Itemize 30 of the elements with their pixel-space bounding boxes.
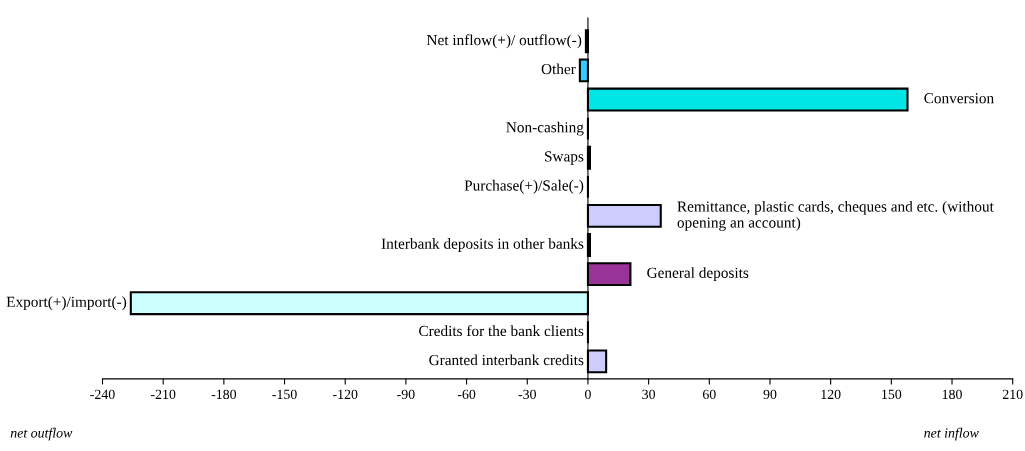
x-tick-label: 150 (882, 389, 902, 400)
x-tick-label: 60 (702, 389, 716, 400)
x-tick-label: -120 (333, 389, 358, 400)
x-tick-label: 90 (763, 389, 777, 400)
y-tick-label: General deposits (647, 267, 749, 282)
x-tick-label: -180 (211, 389, 237, 400)
x-tick-label: 0 (585, 389, 591, 400)
y-tick-label: Export(+)/import(-) (6, 296, 127, 311)
y-tick-label: Purchase(+)/Sale(-) (464, 179, 584, 194)
y-tick-label: Credits for the bank clients (419, 325, 584, 337)
y-tick-label: Other (541, 63, 576, 75)
x-tick-label: 180 (942, 389, 962, 400)
x-tick-label: -30 (518, 389, 536, 400)
x-tick-label: -210 (150, 389, 176, 400)
x-tick-label: -60 (457, 389, 476, 400)
x-tick-label: -240 (90, 389, 115, 400)
x-tick-label: -90 (397, 389, 415, 400)
x-tick-label: 30 (642, 389, 656, 400)
y-tick-label: Non-cashing (506, 121, 584, 136)
y-tick-label: Interbank deposits in other banks (381, 238, 584, 252)
x-tick-label: 120 (821, 389, 841, 400)
text: net outflow (10, 427, 73, 441)
y-tick-label: Granted interbank credits (429, 354, 584, 366)
x-tick-label: -150 (272, 389, 297, 400)
y-tick-label: Swaps (545, 151, 584, 165)
y-tick-label: Remittance, plastic cards, cheques and etc. (without opening an account) (677, 200, 994, 231)
y-tick-label: Net inflow(+)/ outflow(-) (426, 34, 582, 49)
y-tick-label: Conversion (924, 93, 994, 104)
text: net inflow (924, 427, 979, 441)
x-tick-label: 210 (1002, 389, 1023, 400)
